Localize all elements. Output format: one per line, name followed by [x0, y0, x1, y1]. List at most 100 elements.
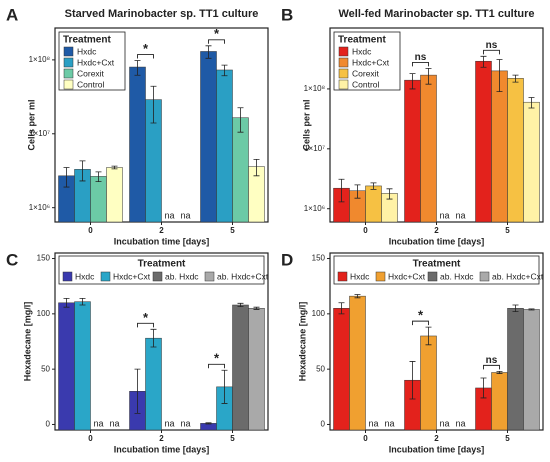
x-tick-label: 0: [88, 226, 93, 235]
error-bar: [79, 297, 86, 306]
bar: [248, 308, 265, 431]
legend-swatch: [63, 46, 74, 57]
legend-title: Treatment: [63, 35, 111, 46]
x-tick-label: 2: [434, 434, 439, 443]
legend-swatch: [479, 271, 490, 282]
bar: [349, 295, 366, 431]
x-axis-label: Incubation time [days]: [114, 236, 210, 246]
legend-label: Control: [77, 79, 105, 89]
y-axis-label: Hexadecane [mg/l]: [297, 302, 307, 382]
error-bar: [386, 188, 393, 200]
legend-swatch: [338, 68, 349, 79]
error-bar: [512, 304, 519, 313]
y-axis-label: Cells per ml: [26, 99, 36, 150]
bar: [491, 372, 508, 431]
x-tick-label: 2: [434, 226, 439, 235]
significance-label: ns: [415, 52, 427, 63]
bar: [145, 337, 162, 431]
error-bar: [528, 97, 535, 109]
x-axis-label: Incubation time [days]: [389, 444, 485, 454]
y-tick-label: 150: [37, 254, 51, 263]
bar: [523, 101, 540, 223]
legend-swatch: [427, 271, 438, 282]
error-bar: [237, 302, 244, 308]
error-bar: [512, 74, 519, 83]
error-bar: [221, 64, 228, 77]
significance-label: *: [143, 41, 149, 56]
error-bar: [338, 302, 345, 315]
panel-letter: B: [281, 5, 293, 24]
na-label: na: [439, 418, 449, 428]
x-tick-label: 2: [159, 226, 164, 235]
bar: [232, 304, 249, 431]
significance-bracket: [208, 39, 225, 44]
error-bar: [370, 182, 377, 190]
error-bar: [205, 45, 212, 59]
na-label: na: [384, 418, 394, 428]
error-bar: [496, 370, 503, 374]
error-bar: [253, 306, 260, 310]
chart-title: Starved Marinobacter sp. TT1 culture: [65, 8, 259, 20]
na-label: na: [439, 210, 449, 220]
bar: [129, 66, 146, 223]
y-tick-label: 1×10⁷: [304, 144, 325, 153]
panel-letter: A: [6, 5, 18, 24]
legend-label: Corexit: [77, 68, 105, 78]
y-tick-label: 0: [321, 420, 326, 429]
significance-bracket: [483, 49, 500, 55]
error-bar: [409, 73, 416, 90]
y-tick-label: 150: [312, 254, 326, 263]
significance-bracket: [483, 364, 500, 370]
y-tick-label: 50: [41, 364, 50, 373]
legend-label: ab. Hxdc: [165, 271, 199, 281]
error-bar: [253, 159, 260, 177]
bar: [404, 79, 421, 223]
na-label: na: [180, 210, 190, 220]
legend-swatch: [337, 271, 348, 282]
legend-label: Hxdc: [352, 46, 372, 56]
error-bar: [425, 326, 432, 346]
bar: [58, 302, 75, 431]
error-bar: [150, 85, 157, 124]
significance-label: *: [214, 26, 220, 41]
panel-letter: D: [281, 250, 293, 269]
y-axis-label: Hexadecane [mg/l]: [22, 302, 32, 382]
bar: [491, 70, 508, 223]
significance-label: *: [143, 310, 149, 325]
error-bar: [480, 55, 487, 68]
y-tick-label: 1×10⁶: [29, 203, 50, 212]
bar: [90, 176, 107, 223]
legend-label: ab. Hxdc+Cxt: [492, 271, 544, 281]
bar: [232, 117, 249, 223]
x-axis-label: Incubation time [days]: [114, 444, 210, 454]
bar: [365, 185, 382, 223]
error-bar: [79, 160, 86, 182]
bar: [333, 308, 350, 431]
legend-swatch: [63, 68, 74, 79]
error-bar: [134, 60, 141, 76]
panel: A Starved Marinobacter sp. TT1 culture 1×1…: [6, 5, 269, 246]
error-bar: [528, 308, 535, 311]
x-tick-label: 0: [88, 434, 93, 443]
chart-title: Well-fed Marinobacter sp. TT1 culture: [339, 8, 535, 20]
legend-swatch: [63, 79, 74, 90]
error-bar: [134, 368, 141, 414]
significance-bracket: [412, 320, 429, 326]
legend-swatch: [100, 271, 111, 282]
na-label: na: [164, 210, 174, 220]
error-bar: [150, 328, 157, 348]
legend-label: ab. Hxdc: [440, 271, 474, 281]
error-bar: [425, 68, 432, 85]
legend-label: Hxdc+Cxt: [352, 57, 390, 67]
error-bar: [354, 184, 361, 199]
y-tick-label: 1×10⁸: [29, 55, 50, 64]
na-label: na: [455, 210, 465, 220]
x-axis-label: Incubation time [days]: [389, 236, 485, 246]
error-bar: [63, 297, 70, 308]
significance-bracket: [412, 61, 429, 67]
x-tick-label: 0: [363, 226, 368, 235]
bar: [420, 335, 437, 431]
legend-swatch: [63, 57, 74, 68]
